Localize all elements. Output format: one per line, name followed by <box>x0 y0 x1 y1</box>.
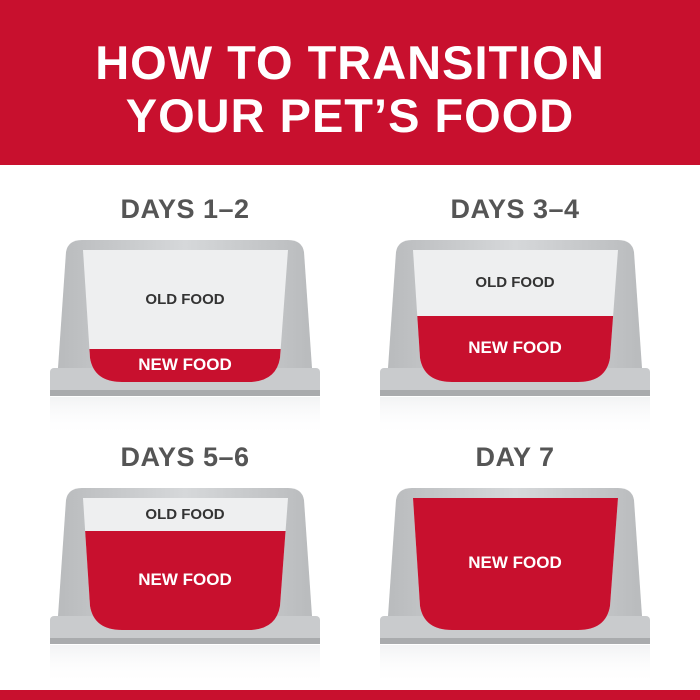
step-heading: DAYS 5–6 <box>120 442 250 472</box>
old-food-label: OLD FOOD <box>145 290 225 308</box>
bowl-icon <box>50 488 320 685</box>
bowl-icon <box>380 240 650 437</box>
step-heading: DAYS 1–2 <box>120 194 250 224</box>
bowl-reflection <box>380 645 650 685</box>
new-food-label: NEW FOOD <box>138 569 232 589</box>
bowl-reflection <box>50 645 320 685</box>
new-food-fill <box>413 316 618 382</box>
step-heading: DAYS 3–4 <box>450 194 580 224</box>
step-days-5-6: DAYS 5–6 OLD FOOD NEW FOOD <box>50 442 320 688</box>
title-line-2: YOUR PET’S FOOD <box>125 89 575 142</box>
new-food-fill <box>413 498 618 630</box>
title-line-1: HOW TO TRANSITION <box>95 36 605 89</box>
new-food-fill <box>83 349 288 382</box>
new-food-label: NEW FOOD <box>468 338 562 357</box>
bowl-reflection <box>380 397 650 437</box>
step-day-7: DAY 7 NEW FOOD <box>380 442 650 688</box>
step-days-3-4: DAYS 3–4 OLD FOOD NEW FOOD <box>380 194 650 440</box>
bowl-icon <box>50 240 320 437</box>
step-heading: DAY 7 <box>475 442 555 472</box>
bowl-icon <box>380 488 650 685</box>
bowl-reflection <box>50 397 320 437</box>
title-banner: HOW TO TRANSITION YOUR PET’S FOOD <box>0 0 700 165</box>
new-food-label: NEW FOOD <box>468 553 562 572</box>
old-food-label: OLD FOOD <box>475 274 555 291</box>
new-food-fill <box>83 531 288 630</box>
new-food-label: NEW FOOD <box>138 354 232 374</box>
footer-band <box>0 690 700 700</box>
step-days-1-2: DAYS 1–2 OLD FOOD NEW FOOD <box>50 194 320 440</box>
old-food-label: OLD FOOD <box>145 505 225 523</box>
